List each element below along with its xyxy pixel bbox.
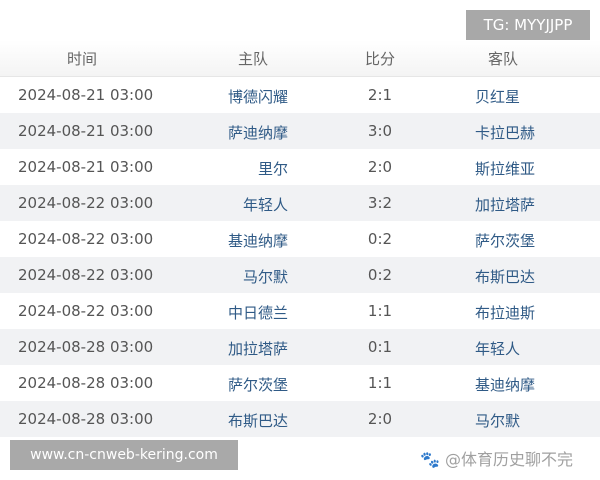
cell-score: 2:0 xyxy=(367,410,393,428)
cell-score: 0:1 xyxy=(367,338,393,356)
table-row: 2024-08-22 03:00 年轻人 3:2 加拉塔萨 xyxy=(0,185,600,221)
cell-time: 2024-08-21 03:00 xyxy=(18,158,154,176)
cell-score: 2:1 xyxy=(367,86,393,104)
cell-time: 2024-08-21 03:00 xyxy=(18,122,154,140)
cell-score: 3:2 xyxy=(367,194,393,212)
cell-time: 2024-08-22 03:00 xyxy=(18,230,154,248)
cell-away[interactable]: 斯拉维亚 xyxy=(475,160,536,178)
cell-score: 0:2 xyxy=(367,266,393,284)
cell-time: 2024-08-22 03:00 xyxy=(18,194,154,212)
tg-watermark: TG: MYYJJPP xyxy=(466,10,590,40)
cell-time: 2024-08-28 03:00 xyxy=(18,374,154,392)
header-away: 客队 xyxy=(487,50,519,68)
cell-home[interactable]: 布斯巴达 xyxy=(227,412,288,430)
source-watermark-text: @体育历史聊不完 xyxy=(445,450,574,469)
cell-score: 3:0 xyxy=(367,122,393,140)
cell-time: 2024-08-22 03:00 xyxy=(18,266,154,284)
cell-away[interactable]: 加拉塔萨 xyxy=(475,196,536,214)
header-time: 时间 xyxy=(66,50,98,68)
cell-home[interactable]: 萨尔茨堡 xyxy=(227,376,288,394)
cell-home[interactable]: 年轻人 xyxy=(242,196,288,214)
cell-score: 1:1 xyxy=(367,302,393,320)
cell-away[interactable]: 布拉迪斯 xyxy=(475,304,536,322)
table-row: 2024-08-28 03:00 萨尔茨堡 1:1 基迪纳摩 xyxy=(0,365,600,401)
table-row: 2024-08-21 03:00 萨迪纳摩 3:0 卡拉巴赫 xyxy=(0,113,600,149)
table-header: 时间 主队 比分 客队 xyxy=(0,40,600,77)
cell-away[interactable]: 卡拉巴赫 xyxy=(475,124,536,142)
cell-away[interactable]: 基迪纳摩 xyxy=(475,376,536,394)
cell-home[interactable]: 中日德兰 xyxy=(227,304,288,322)
cell-time: 2024-08-28 03:00 xyxy=(18,410,154,428)
table-row: 2024-08-21 03:00 里尔 2:0 斯拉维亚 xyxy=(0,149,600,185)
cell-score: 0:2 xyxy=(367,230,393,248)
cell-home[interactable]: 萨迪纳摩 xyxy=(227,124,288,142)
cell-score: 1:1 xyxy=(367,374,393,392)
cell-time: 2024-08-22 03:00 xyxy=(18,302,154,320)
cell-home[interactable]: 博德闪耀 xyxy=(227,88,288,106)
cell-away[interactable]: 贝红星 xyxy=(475,88,521,106)
cell-score: 2:0 xyxy=(367,158,393,176)
table-row: 2024-08-28 03:00 加拉塔萨 0:1 年轻人 xyxy=(0,329,600,365)
header-home: 主队 xyxy=(237,50,269,68)
cell-away[interactable]: 年轻人 xyxy=(475,340,521,358)
paw-logo-icon: 🐾 xyxy=(420,450,440,469)
source-watermark: 🐾 @体育历史聊不完 xyxy=(420,446,573,470)
cell-home[interactable]: 基迪纳摩 xyxy=(227,232,288,250)
cell-away[interactable]: 马尔默 xyxy=(475,412,521,430)
table-row: 2024-08-21 03:00 博德闪耀 2:1 贝红星 xyxy=(0,77,600,113)
header-score: 比分 xyxy=(364,50,396,68)
table-row: 2024-08-28 03:00 布斯巴达 2:0 马尔默 xyxy=(0,401,600,437)
table-row: 2024-08-22 03:00 基迪纳摩 0:2 萨尔茨堡 xyxy=(0,221,600,257)
cell-time: 2024-08-21 03:00 xyxy=(18,86,154,104)
site-url-banner: www.cn-cnweb-kering.com xyxy=(10,440,238,470)
cell-home[interactable]: 马尔默 xyxy=(242,268,288,286)
table-row: 2024-08-22 03:00 马尔默 0:2 布斯巴达 xyxy=(0,257,600,293)
cell-away[interactable]: 萨尔茨堡 xyxy=(475,232,536,250)
table-row: 2024-08-22 03:00 中日德兰 1:1 布拉迪斯 xyxy=(0,293,600,329)
cell-time: 2024-08-28 03:00 xyxy=(18,338,154,356)
cell-home[interactable]: 加拉塔萨 xyxy=(227,340,288,358)
cell-home[interactable]: 里尔 xyxy=(257,160,288,178)
cell-away[interactable]: 布斯巴达 xyxy=(475,268,536,286)
